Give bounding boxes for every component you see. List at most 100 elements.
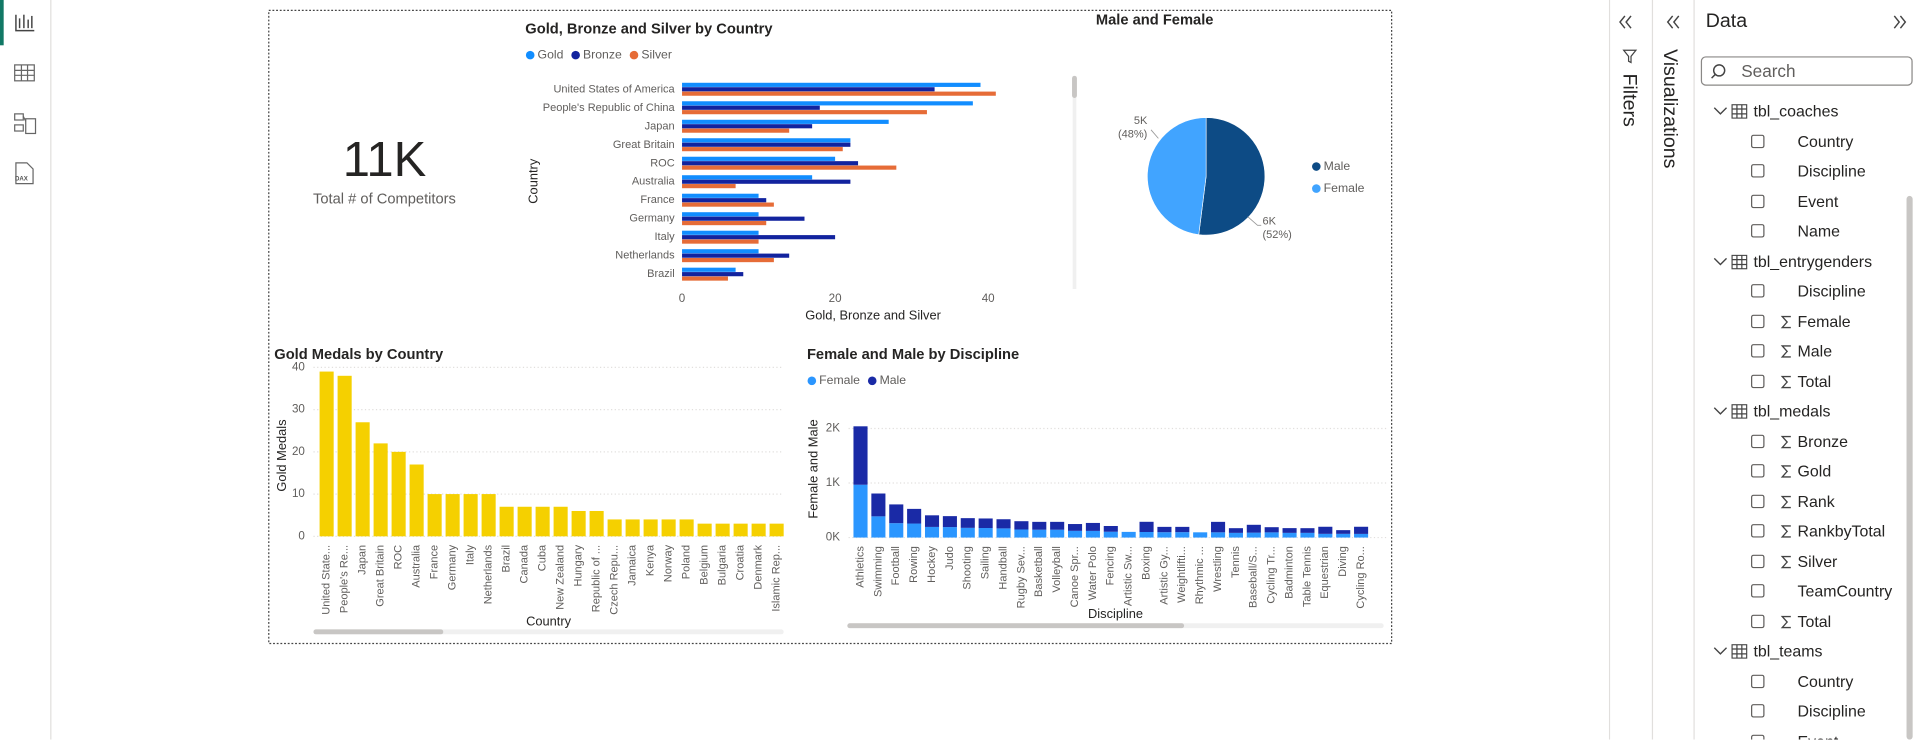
field-row[interactable]: Total (1695, 607, 1920, 636)
field-row[interactable]: Event (1695, 187, 1920, 216)
data-label: 5K (1134, 115, 1148, 127)
x-tick-label: Wrestling (1212, 546, 1224, 592)
checkbox[interactable] (1751, 374, 1765, 388)
pie-slice (1147, 117, 1207, 235)
table-row[interactable]: tbl_medals (1695, 397, 1920, 426)
x-tick-label: Canada (519, 544, 531, 583)
table-row[interactable]: tbl_coaches (1695, 97, 1920, 126)
field-row[interactable]: Country (1695, 667, 1920, 696)
field-row[interactable]: Total (1695, 367, 1920, 396)
data-label: (48%) (1118, 129, 1147, 141)
field-row[interactable]: Silver (1695, 547, 1920, 576)
checkbox[interactable] (1751, 434, 1765, 448)
bar (535, 506, 550, 537)
filters-icons (1619, 15, 1638, 64)
field-row[interactable]: Discipline (1695, 277, 1920, 306)
report-view-icon[interactable] (15, 14, 35, 32)
table-row[interactable]: tbl_entrygenders (1695, 247, 1920, 276)
x-tick-label: Artistic Gy... (1158, 546, 1170, 605)
field-name: Total (1797, 371, 1832, 391)
y-tick-label: 0 (298, 529, 305, 542)
visualizations-pane[interactable]: Visualizations (1653, 0, 1695, 740)
field-name: Discipline (1797, 281, 1866, 301)
visualizations-label[interactable]: Visualizations (1659, 48, 1681, 169)
checkbox[interactable] (1751, 284, 1765, 298)
bar-segment (1068, 530, 1083, 538)
collapse-chevron[interactable] (1891, 12, 1915, 36)
collapse-chevron[interactable] (1713, 255, 1728, 267)
bar-segment (1354, 533, 1369, 538)
data-label: 6K (1262, 216, 1276, 228)
field-row[interactable]: Discipline (1695, 157, 1920, 186)
field-row[interactable]: Male (1695, 337, 1920, 366)
field-name: Male (1797, 341, 1833, 361)
bar (697, 523, 712, 537)
scrollbar[interactable] (1906, 195, 1913, 740)
bar (682, 276, 728, 281)
field-row[interactable]: Female (1695, 307, 1920, 336)
collapse-chevron[interactable] (1713, 645, 1728, 657)
x-tick-label: People's Re... (339, 545, 351, 613)
bar (682, 110, 927, 115)
x-tick-label: United State... (321, 545, 333, 615)
sum-icon (1780, 345, 1791, 358)
left-rail (0, 0, 51, 740)
field-name: Bronze (1797, 431, 1849, 451)
field-row[interactable]: Bronze (1695, 427, 1920, 456)
checkbox[interactable] (1751, 584, 1765, 598)
table-row[interactable]: tbl_teams (1695, 637, 1920, 666)
checkbox[interactable] (1751, 704, 1765, 718)
bar (481, 494, 496, 537)
x-tick-label: Australia (411, 544, 423, 588)
checkbox[interactable] (1751, 614, 1765, 628)
x-axis-title: Discipline (1088, 606, 1143, 621)
expand-chevron[interactable] (1619, 15, 1632, 29)
checkbox[interactable] (1751, 134, 1765, 148)
checkbox[interactable] (1751, 494, 1765, 508)
bar (682, 193, 759, 198)
filters-label[interactable]: Filters (1618, 73, 1640, 127)
checkbox[interactable] (1751, 464, 1765, 478)
field-row[interactable]: Rank (1695, 487, 1920, 516)
bar (682, 212, 759, 217)
bar (682, 101, 973, 106)
search-box[interactable]: Search (1700, 56, 1913, 86)
field-list: tbl_coaches Country Discipline Event Name tbl… (1695, 97, 1920, 740)
checkbox[interactable] (1751, 554, 1765, 568)
bar (682, 221, 767, 226)
field-row[interactable]: Event (1695, 727, 1920, 740)
scrollbar-thumb (313, 629, 444, 635)
field-row[interactable]: Name (1695, 217, 1920, 246)
x-tick-label: Netherlands (483, 544, 495, 604)
checkbox[interactable] (1751, 164, 1765, 178)
field-row[interactable]: RankbyTotal (1695, 517, 1920, 546)
collapse-chevron[interactable] (1713, 105, 1728, 117)
checkbox[interactable] (1751, 224, 1765, 238)
checkbox[interactable] (1751, 524, 1765, 538)
bar (682, 105, 820, 110)
bar-segment (1354, 526, 1369, 534)
data-pane: Data Search tbl_coaches Country Discipline… (1695, 0, 1920, 740)
checkbox[interactable] (1751, 194, 1765, 208)
collapse-chevron[interactable] (1713, 405, 1728, 417)
field-row[interactable]: Gold (1695, 457, 1920, 486)
checkbox[interactable] (1751, 344, 1765, 358)
bar (682, 249, 759, 254)
filters-pane[interactable]: Filters (1610, 0, 1654, 740)
bar-segment (1157, 526, 1172, 533)
field-row[interactable]: TeamCountry (1695, 577, 1920, 606)
field-row[interactable]: Discipline (1695, 697, 1920, 726)
dax-view-icon[interactable]: DAX (15, 162, 34, 185)
checkbox[interactable] (1751, 674, 1765, 688)
model-view-icon[interactable] (14, 113, 37, 135)
filter-icon (1622, 49, 1638, 64)
expand-chevron[interactable] (1666, 15, 1680, 29)
field-name: Female (1797, 311, 1851, 331)
bar (571, 510, 586, 537)
table-view-icon[interactable] (14, 64, 35, 82)
field-row[interactable]: Country (1695, 127, 1920, 156)
leader-line (1150, 129, 1159, 139)
checkbox[interactable] (1751, 314, 1765, 328)
checkbox[interactable] (1751, 734, 1765, 740)
